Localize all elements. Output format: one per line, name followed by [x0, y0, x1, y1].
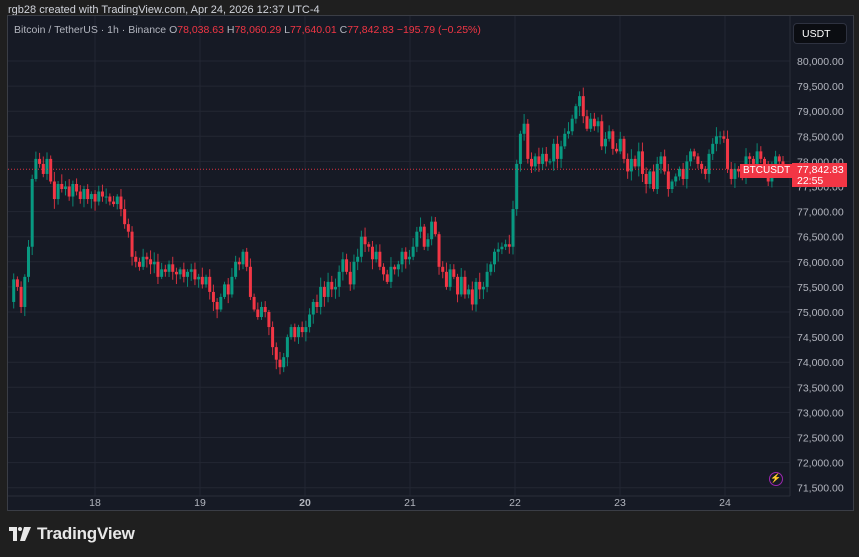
svg-text:22: 22	[509, 497, 521, 509]
svg-text:23: 23	[614, 497, 626, 509]
svg-text:74,500.00: 74,500.00	[797, 332, 844, 344]
tradingview-logo: TradingView	[9, 524, 135, 544]
svg-text:21: 21	[404, 497, 416, 509]
svg-text:19: 19	[194, 497, 206, 509]
lightning-icon[interactable]: ⚡	[769, 472, 783, 486]
svg-text:77,000.00: 77,000.00	[797, 207, 844, 219]
tradingview-logo-icon	[9, 527, 31, 541]
svg-text:79,000.00: 79,000.00	[797, 106, 844, 118]
symbol-legend: Bitcoin / TetherUS · 1h · Binance O78,03…	[14, 24, 481, 36]
svg-text:20: 20	[299, 497, 311, 509]
svg-text:76,000.00: 76,000.00	[797, 257, 844, 269]
svg-text:76,500.00: 76,500.00	[797, 232, 844, 244]
svg-text:75,000.00: 75,000.00	[797, 307, 844, 319]
svg-text:72,500.00: 72,500.00	[797, 433, 844, 445]
logo-text: TradingView	[37, 524, 135, 543]
svg-text:71,500.00: 71,500.00	[797, 483, 844, 495]
currency-button[interactable]: USDT	[793, 23, 847, 44]
symbol-price-label: BTCUSDT	[740, 164, 794, 178]
svg-text:18: 18	[89, 497, 101, 509]
symbol-title: Bitcoin / TetherUS · 1h · Binance	[14, 24, 167, 36]
high-value: 78,060.29	[234, 24, 282, 36]
last-price-tag: 77,842.83 22:55	[792, 163, 847, 187]
bar-countdown: 22:55	[797, 175, 824, 187]
chart-credit: rgb28 created with TradingView.com, Apr …	[8, 4, 320, 16]
svg-text:72,000.00: 72,000.00	[797, 458, 844, 470]
last-price: 77,842.83	[797, 164, 844, 176]
svg-text:78,500.00: 78,500.00	[797, 131, 844, 143]
svg-text:79,500.00: 79,500.00	[797, 81, 844, 93]
close-value: 77,842.83	[347, 24, 394, 36]
low-value: 77,640.01	[289, 24, 337, 36]
svg-text:73,000.00: 73,000.00	[797, 407, 844, 419]
svg-text:80,000.00: 80,000.00	[797, 56, 844, 68]
open-value: 78,038.63	[177, 24, 224, 36]
svg-text:73,500.00: 73,500.00	[797, 382, 844, 394]
change-value: −195.79 (−0.25%)	[396, 24, 481, 36]
svg-text:74,000.00: 74,000.00	[797, 357, 844, 369]
svg-text:24: 24	[719, 497, 731, 509]
chart-pane[interactable]	[7, 15, 854, 511]
svg-text:75,500.00: 75,500.00	[797, 282, 844, 294]
